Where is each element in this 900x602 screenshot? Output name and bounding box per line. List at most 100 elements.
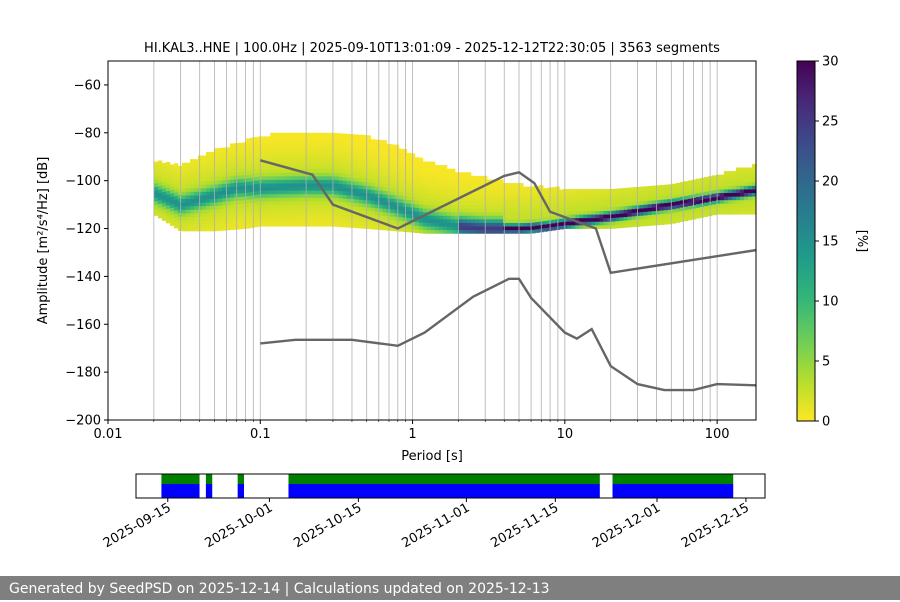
pdf-bin xyxy=(218,169,223,174)
pdf-bin xyxy=(189,180,195,185)
pdf-bin xyxy=(314,211,319,216)
pdf-bin xyxy=(466,211,472,216)
pdf-bin xyxy=(655,210,661,215)
pdf-bin xyxy=(338,154,343,159)
pdf-bin xyxy=(450,175,456,180)
pdf-bin xyxy=(466,186,472,191)
pdf-bin xyxy=(318,172,323,177)
pdf-bin xyxy=(326,215,331,220)
pdf-bin xyxy=(165,187,171,192)
pdf-bin xyxy=(314,157,319,162)
pdf-bin xyxy=(511,197,516,202)
pdf-bin xyxy=(350,170,355,175)
pdf-bin xyxy=(446,208,452,213)
pdf-bin xyxy=(715,185,721,190)
pdf-bin xyxy=(246,159,251,164)
pdf-bin xyxy=(402,177,408,182)
y-tick-label: −180 xyxy=(65,366,101,381)
pdf-bin xyxy=(262,139,267,144)
pdf-bin xyxy=(189,177,195,182)
pdf-bin xyxy=(350,188,355,193)
pdf-bin xyxy=(290,218,295,223)
pdf-bin xyxy=(462,222,468,227)
pdf-bin xyxy=(302,222,307,227)
pdf-bin xyxy=(515,226,520,231)
pdf-bin xyxy=(619,224,624,229)
pdf-bin xyxy=(623,187,628,192)
pdf-bin xyxy=(286,132,291,137)
pdf-bin xyxy=(515,186,520,191)
pdf-bin xyxy=(246,195,251,200)
pdf-bin xyxy=(703,194,709,199)
pdf-bin xyxy=(474,204,480,209)
pdf-bin xyxy=(607,224,612,229)
pdf-bin xyxy=(206,180,211,185)
pdf-bin xyxy=(390,176,396,181)
pdf-bin xyxy=(346,220,351,225)
pdf-bin xyxy=(206,166,211,171)
pdf-bin xyxy=(374,161,380,166)
pdf-bin xyxy=(474,218,480,223)
pdf-bin xyxy=(430,226,436,231)
pdf-bin xyxy=(567,196,572,201)
pdf-bin xyxy=(226,222,231,227)
pdf-bin xyxy=(266,186,271,191)
pdf-bin xyxy=(611,221,616,226)
pdf-bin xyxy=(523,190,528,195)
pdf-bin xyxy=(462,183,468,188)
pdf-bin xyxy=(262,204,267,209)
pdf-bin xyxy=(238,167,243,172)
pdf-bin xyxy=(334,186,339,191)
pdf-bin xyxy=(354,177,359,182)
pdf-bin xyxy=(474,190,480,195)
pdf-bin xyxy=(450,186,456,191)
pdf-bin xyxy=(302,204,307,209)
pdf-bin xyxy=(430,229,436,234)
pdf-bin xyxy=(619,206,624,211)
pdf-bin xyxy=(434,190,440,195)
pdf-bin xyxy=(735,210,741,215)
pdf-bin xyxy=(619,195,624,200)
pdf-bin xyxy=(161,195,167,200)
pdf-bin xyxy=(362,156,367,161)
pdf-bin xyxy=(266,172,271,177)
pdf-bin xyxy=(282,175,287,180)
pdf-bin xyxy=(366,160,372,165)
pdf-bin xyxy=(446,175,452,180)
pdf-bin xyxy=(202,162,207,167)
pdf-bin xyxy=(559,200,564,205)
pdf-bin xyxy=(314,136,319,141)
pdf-bin xyxy=(643,218,649,223)
pdf-bin xyxy=(703,177,709,182)
pdf-bin xyxy=(198,177,203,182)
pdf-bin xyxy=(511,211,516,216)
pdf-bin xyxy=(294,143,299,148)
pdf-bin xyxy=(515,222,520,227)
pdf-bin xyxy=(254,216,259,221)
pdf-bin xyxy=(495,197,500,202)
pdf-bin xyxy=(599,189,604,194)
pdf-bin xyxy=(643,215,649,219)
pdf-bin xyxy=(298,143,303,148)
pdf-bin xyxy=(487,183,492,188)
pdf-bin xyxy=(266,204,271,209)
pdf-bin xyxy=(274,208,279,213)
pdf-bin xyxy=(563,192,568,197)
pdf-bin xyxy=(414,178,420,183)
pdf-bin xyxy=(499,201,504,205)
pdf-bin xyxy=(438,226,444,231)
pdf-bin xyxy=(394,202,400,207)
pdf-bin xyxy=(454,208,460,213)
pdf-bin xyxy=(310,168,315,173)
pdf-bin xyxy=(298,136,303,141)
pdf-bin xyxy=(687,209,693,214)
pdf-bin xyxy=(193,180,199,185)
pdf-bin xyxy=(587,206,592,211)
pdf-bin xyxy=(254,151,259,156)
pdf-bin xyxy=(374,157,380,162)
pdf-bin xyxy=(246,149,251,154)
pdf-bin xyxy=(422,193,428,198)
pdf-bin xyxy=(739,196,745,201)
pdf-bin xyxy=(366,189,372,194)
pdf-bin xyxy=(735,196,741,201)
